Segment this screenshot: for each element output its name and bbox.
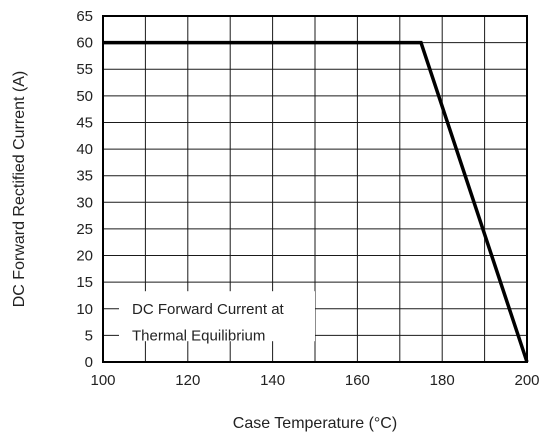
x-axis-label: Case Temperature (°C)	[233, 415, 397, 432]
annotation-box	[119, 291, 315, 342]
y-tick-label-50: 50	[76, 88, 93, 105]
x-tick-label-160: 160	[345, 372, 370, 389]
y-tick-label-60: 60	[76, 35, 93, 52]
y-tick-label-20: 20	[76, 248, 93, 265]
y-tick-label-40: 40	[76, 141, 93, 158]
series-line-1	[103, 40, 529, 363]
y-tick-label-10: 10	[76, 301, 93, 318]
x-tick-label-100: 100	[90, 372, 115, 389]
x-tick-label-140: 140	[260, 372, 285, 389]
x-axis-ticks: 100 120 140 160 180 200	[90, 372, 539, 389]
annotation-text-line-1: DC Forward Current at	[132, 301, 285, 318]
y-tick-label-55: 55	[76, 61, 93, 78]
y-tick-label-35: 35	[76, 168, 93, 185]
x-tick-label-120: 120	[175, 372, 200, 389]
plot-frame	[102, 15, 528, 363]
y-tick-label-45: 45	[76, 114, 93, 131]
x-tick-label-200: 200	[514, 372, 539, 389]
y-axis-label: DC Forward Rectified Current (A)	[11, 71, 28, 308]
annotation: DC Forward Current at Thermal Equilibriu…	[119, 291, 315, 344]
y-tick-label-65: 65	[76, 8, 93, 25]
y-tick-label-30: 30	[76, 194, 93, 211]
y-tick-label-5: 5	[85, 327, 93, 344]
y-tick-label-0: 0	[85, 354, 93, 371]
series-layer	[103, 40, 529, 363]
annotation-text-line-2: Thermal Equilibrium	[132, 327, 265, 344]
y-tick-label-25: 25	[76, 221, 93, 238]
y-tick-label-15: 15	[76, 274, 93, 291]
x-tick-label-180: 180	[430, 372, 455, 389]
y-axis-ticks: 0 5 10 15 20 25 30 35 40 45 50 55 60 65	[76, 8, 93, 371]
